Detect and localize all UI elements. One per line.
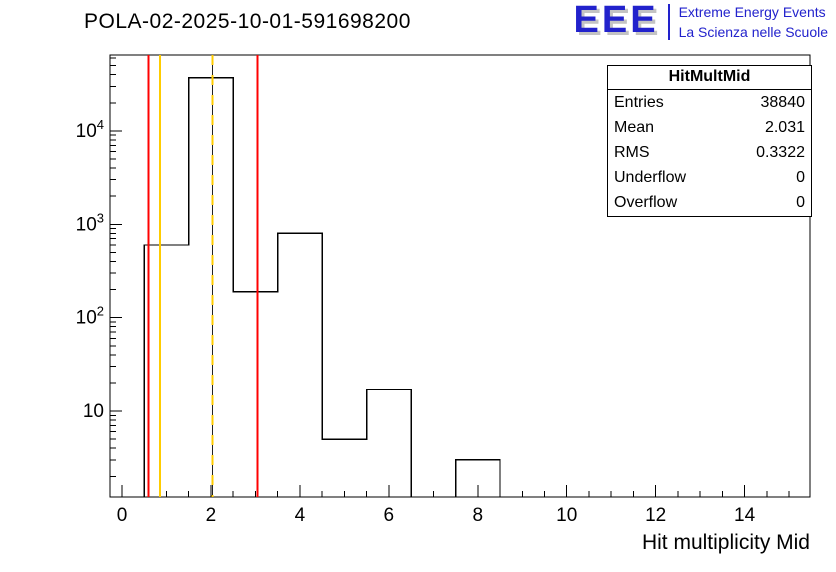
stat-value: 2.031 bbox=[764, 119, 805, 137]
stats-box: HitMultMid Entries 38840 Mean 2.031 RMS … bbox=[607, 65, 812, 217]
logo-divider bbox=[667, 4, 670, 40]
histogram-line bbox=[110, 76, 810, 498]
svg-text:10: 10 bbox=[83, 401, 104, 422]
svg-text:104: 104 bbox=[76, 117, 104, 142]
stats-title: HitMultMid bbox=[608, 66, 811, 90]
stat-row-rms: RMS 0.3322 bbox=[608, 140, 811, 165]
stat-row-overflow: Overflow 0 bbox=[608, 190, 811, 215]
plot-title: POLA-02-2025-10-01-591698200 bbox=[84, 10, 411, 33]
stat-label: Entries bbox=[614, 94, 664, 111]
stat-row-entries: Entries 38840 bbox=[608, 90, 811, 115]
stat-label: Mean bbox=[614, 119, 655, 137]
axis-ticks bbox=[110, 57, 790, 497]
logo-caption: Extreme Energy Events La Scienza nelle S… bbox=[679, 3, 828, 42]
svg-text:14: 14 bbox=[734, 505, 756, 526]
logo-line2: La Scienza nelle Scuole bbox=[678, 23, 828, 40]
stat-label: RMS bbox=[614, 144, 650, 162]
stat-row-mean: Mean 2.031 bbox=[608, 115, 811, 140]
svg-text:12: 12 bbox=[645, 505, 666, 526]
svg-text:4: 4 bbox=[295, 505, 306, 526]
stat-value: 0 bbox=[796, 169, 805, 187]
stat-label: Underflow bbox=[614, 169, 687, 187]
svg-text:103: 103 bbox=[76, 210, 104, 235]
plot-frame bbox=[109, 54, 811, 498]
eee-logo: EEE Extreme Energy Events La Scienza nel… bbox=[573, 0, 828, 42]
svg-text:2: 2 bbox=[206, 505, 217, 526]
stat-value: 0 bbox=[796, 194, 805, 212]
x-tick-labels: 0 2 4 6 8 10 12 14 bbox=[117, 505, 756, 526]
eee-logo-text: EEE bbox=[573, 0, 659, 41]
svg-text:8: 8 bbox=[473, 505, 484, 526]
svg-text:0: 0 bbox=[117, 505, 128, 526]
stat-value: 38840 bbox=[760, 94, 806, 111]
logo-line1: Extreme Energy Events bbox=[678, 4, 826, 20]
x-axis-label: Hit multiplicity Mid bbox=[641, 531, 810, 554]
stat-value: 0.3322 bbox=[756, 144, 805, 162]
svg-text:10: 10 bbox=[556, 505, 577, 526]
svg-text:102: 102 bbox=[76, 304, 104, 329]
y-tick-labels: 10 102 103 104 bbox=[76, 117, 104, 422]
svg-text:6: 6 bbox=[384, 505, 395, 526]
stat-row-underflow: Underflow 0 bbox=[608, 165, 811, 190]
stat-label: Overflow bbox=[614, 194, 678, 212]
